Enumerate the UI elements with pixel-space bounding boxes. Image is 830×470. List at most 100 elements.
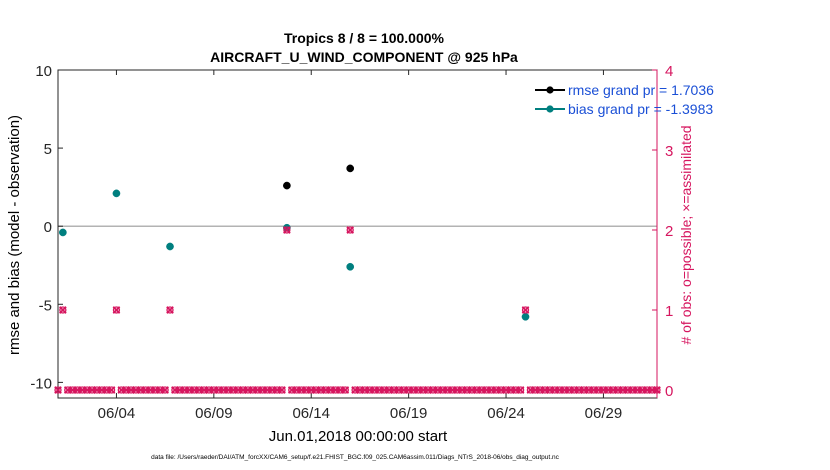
- obs-marker-o: [171, 386, 179, 394]
- y2-tick-label: 3: [665, 143, 673, 160]
- chart-subtitle: AIRCRAFT_U_WIND_COMPONENT @ 925 hPa: [210, 49, 518, 65]
- x-tick-label: 06/04: [98, 405, 136, 422]
- obs-marker-o: [473, 386, 481, 394]
- obs-marker-o: [482, 386, 491, 394]
- obs-marker-o: [195, 386, 203, 394]
- obs-marker-o: [570, 386, 578, 394]
- obs-marker-o: [478, 386, 486, 394]
- bias-point: [283, 223, 291, 232]
- x-tick-label: 06/14: [292, 405, 330, 422]
- obs-marker-o: [370, 386, 379, 394]
- obs-marker-o: [643, 386, 651, 394]
- obs-marker-o: [439, 386, 447, 394]
- obs-marker-o: [73, 386, 82, 394]
- obs-marker-o: [322, 386, 330, 394]
- obs-marker-o: [200, 386, 208, 394]
- legend-marker: [546, 86, 554, 94]
- obs-marker-o: [239, 386, 247, 394]
- obs-marker-o: [458, 386, 466, 394]
- obs-marker-o: [419, 386, 427, 394]
- y-tick-label: 10: [35, 63, 52, 80]
- obs-marker-o: [249, 386, 257, 394]
- obs-marker-o: [536, 386, 544, 394]
- obs-marker-o: [190, 386, 199, 394]
- obs-marker-o: [619, 386, 627, 394]
- obs-marker-o: [560, 386, 569, 394]
- obs-marker-o: [599, 386, 608, 394]
- obs-marker-o: [463, 386, 471, 394]
- obs-marker-o: [361, 386, 369, 394]
- obs-marker-o: [594, 386, 603, 394]
- obs-marker-o: [424, 386, 432, 394]
- obs-marker-o: [404, 386, 413, 394]
- obs-marker-o: [521, 306, 530, 314]
- bias-point: [112, 189, 121, 198]
- obs-marker-o: [263, 386, 272, 394]
- obs-marker-o: [78, 386, 86, 394]
- obs-marker-o: [142, 386, 150, 394]
- obs-marker-o: [366, 386, 374, 394]
- obs-marker-o: [585, 386, 593, 394]
- obs-marker-o: [434, 386, 442, 394]
- obs-marker-o: [546, 386, 554, 394]
- obs-marker-o: [624, 386, 632, 394]
- obs-marker-o: [64, 386, 72, 394]
- obs-marker-o: [409, 386, 418, 394]
- obs-marker-o: [336, 386, 345, 394]
- y2-axis-label: # of obs: o=possible; ×=assimilated: [678, 125, 694, 344]
- x-axis-label: Jun.01,2018 00:00:00 start: [269, 428, 448, 445]
- x-tick-label: 06/09: [195, 405, 233, 422]
- obs-marker-o: [541, 386, 549, 394]
- y-tick-label: -10: [30, 375, 52, 392]
- obs-marker-o: [161, 386, 169, 394]
- obs-marker-o: [88, 386, 96, 394]
- obs-marker-o: [429, 386, 437, 394]
- obs-marker-o: [453, 386, 461, 394]
- obs-marker-o: [254, 386, 262, 394]
- obs-marker-o: [273, 386, 281, 394]
- obs-marker-o: [312, 386, 320, 394]
- obs-marker-o: [283, 226, 291, 234]
- obs-marker-o: [580, 386, 588, 394]
- obs-marker-o: [604, 386, 612, 394]
- obs-marker-o: [132, 386, 140, 394]
- legend-label: bias grand pr = -1.3983: [568, 101, 713, 117]
- obs-marker-o: [502, 386, 510, 394]
- obs-marker-o: [629, 386, 637, 394]
- rmse-point: [346, 164, 355, 173]
- bias-point: [59, 228, 67, 237]
- obs-marker-o: [609, 386, 617, 394]
- obs-marker-o: [54, 386, 62, 394]
- bias-point: [521, 312, 530, 321]
- y2-tick-label: 4: [665, 63, 673, 80]
- obs-marker-o: [443, 386, 452, 394]
- obs-marker-o: [351, 386, 359, 394]
- obs-marker-o: [288, 386, 296, 394]
- obs-marker-o: [516, 386, 525, 394]
- obs-marker-o: [176, 386, 184, 394]
- legend-label: rmse grand pr = 1.7036: [568, 82, 714, 98]
- obs-marker-o: [633, 386, 642, 394]
- obs-marker-o: [638, 386, 647, 394]
- obs-marker-o: [648, 386, 656, 394]
- obs-marker-o: [244, 386, 252, 394]
- obs-marker-o: [297, 386, 306, 394]
- obs-marker-o: [229, 386, 237, 394]
- obs-marker-o: [107, 386, 116, 394]
- y2-tick-label: 0: [665, 383, 673, 400]
- obs-marker-o: [59, 306, 67, 314]
- obs-marker-o: [414, 386, 423, 394]
- obs-marker-o: [468, 386, 476, 394]
- obs-marker-o: [224, 386, 233, 394]
- obs-marker-o: [151, 386, 160, 394]
- obs-marker-o: [210, 386, 218, 394]
- obs-marker-o: [112, 306, 121, 314]
- obs-marker-o: [555, 386, 564, 394]
- obs-marker-o: [127, 386, 135, 394]
- obs-marker-o: [278, 386, 286, 394]
- obs-marker-o: [400, 386, 408, 394]
- obs-marker-o: [512, 386, 520, 394]
- y2-tick-label: 1: [665, 303, 673, 320]
- footnote: data file: /Users/raeder/DAI/ATM_forcXX/…: [151, 454, 560, 461]
- obs-marker-o: [346, 226, 354, 234]
